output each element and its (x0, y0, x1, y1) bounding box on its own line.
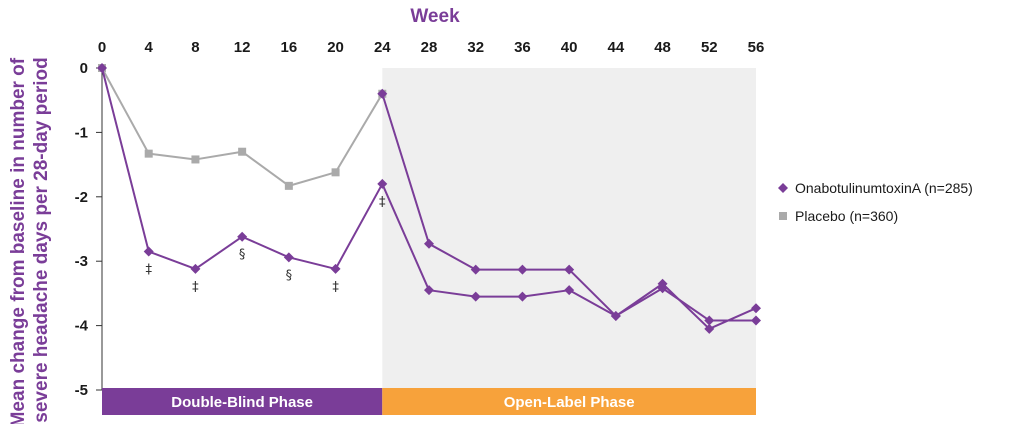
data-point (283, 252, 294, 263)
x-tick-label: 24 (374, 39, 391, 56)
data-point (330, 263, 341, 274)
x-tick-label: 4 (145, 39, 154, 56)
y-tick-label: -3 (75, 253, 88, 270)
series-0 (97, 63, 761, 334)
data-point (470, 291, 481, 302)
series-1 (98, 64, 387, 190)
phase-label: Open-Label Phase (504, 394, 635, 411)
data-point (191, 155, 200, 164)
data-point (424, 238, 434, 249)
data-point (704, 315, 715, 326)
significance-marker: ‡ (145, 263, 152, 278)
legend-marker (778, 183, 788, 193)
x-tick-label: 36 (514, 39, 531, 56)
data-point (377, 88, 388, 99)
x-tick-label: 0 (98, 39, 106, 56)
data-point (143, 246, 154, 257)
significance-marker: ‡ (379, 195, 386, 210)
data-point (751, 303, 761, 314)
data-point (470, 264, 481, 275)
data-point (564, 285, 575, 296)
x-tick-label: 28 (421, 39, 438, 56)
y-axis-ticks: 0 -1 -2 -3 -4 -5 (75, 60, 102, 399)
phase-label: Double-Blind Phase (171, 394, 313, 411)
y-tick-label: 0 (80, 60, 88, 77)
phase-bar (102, 388, 383, 415)
data-point (237, 231, 248, 242)
data-point (424, 285, 434, 296)
y-axis-title: Mean change from baseline in number of s… (8, 53, 52, 424)
x-tick-label: 20 (327, 39, 344, 56)
phase-bars: Double-Blind Phase Open-Label Phase (102, 388, 756, 415)
x-tick-label: 48 (654, 39, 671, 56)
significance-marker: § (239, 248, 246, 263)
data-point (704, 323, 715, 334)
data-point (97, 63, 107, 73)
data-point (517, 264, 528, 275)
legend-label: OnabotulinumtoxinA (n=285) (795, 180, 973, 196)
data-point (284, 181, 293, 190)
legend: OnabotulinumtoxinA (n=285) Placebo (n=360… (778, 180, 973, 224)
y-tick-label: -4 (75, 318, 89, 335)
data-point (190, 263, 201, 274)
open-label-shading (382, 68, 756, 390)
x-tick-label: 8 (191, 39, 199, 56)
data-point (238, 147, 247, 156)
series-layer (97, 63, 761, 334)
data-point (657, 278, 668, 289)
x-axis-title: Week (410, 6, 460, 27)
x-axis-ticks: 0 4 8 12 16 20 24 28 32 36 40 44 48 52 56 (98, 39, 765, 56)
data-point (517, 291, 528, 302)
x-tick-label: 40 (561, 39, 578, 56)
significance-markers: ‡ ‡ § § ‡ ‡ (145, 195, 386, 295)
series-line (101, 67, 384, 187)
significance-marker: ‡ (332, 280, 339, 295)
y-tick-label: -5 (75, 382, 88, 399)
legend-marker (779, 212, 787, 220)
y-tick-label: -1 (75, 124, 88, 141)
y-tick-label: -2 (75, 189, 88, 206)
data-point (751, 315, 761, 326)
y-axis-title-line-2: severe headache days per 28-day period (31, 57, 52, 422)
x-tick-label: 32 (467, 39, 484, 56)
y-axis-title-line-1: Mean change from baseline in number of (8, 57, 29, 424)
data-point (564, 264, 575, 275)
data-point (331, 168, 340, 177)
x-tick-label: 52 (701, 39, 718, 56)
x-tick-label: 56 (748, 39, 765, 56)
significance-marker: ‡ (192, 280, 199, 295)
x-tick-label: 12 (234, 39, 251, 56)
data-point (377, 178, 388, 189)
x-tick-label: 44 (608, 39, 625, 56)
legend-label: Placebo (n=360) (795, 208, 898, 224)
data-point (610, 310, 621, 321)
phase-bar (382, 388, 756, 415)
data-point (144, 149, 153, 158)
significance-marker: § (286, 268, 293, 283)
x-tick-label: 16 (281, 39, 298, 56)
